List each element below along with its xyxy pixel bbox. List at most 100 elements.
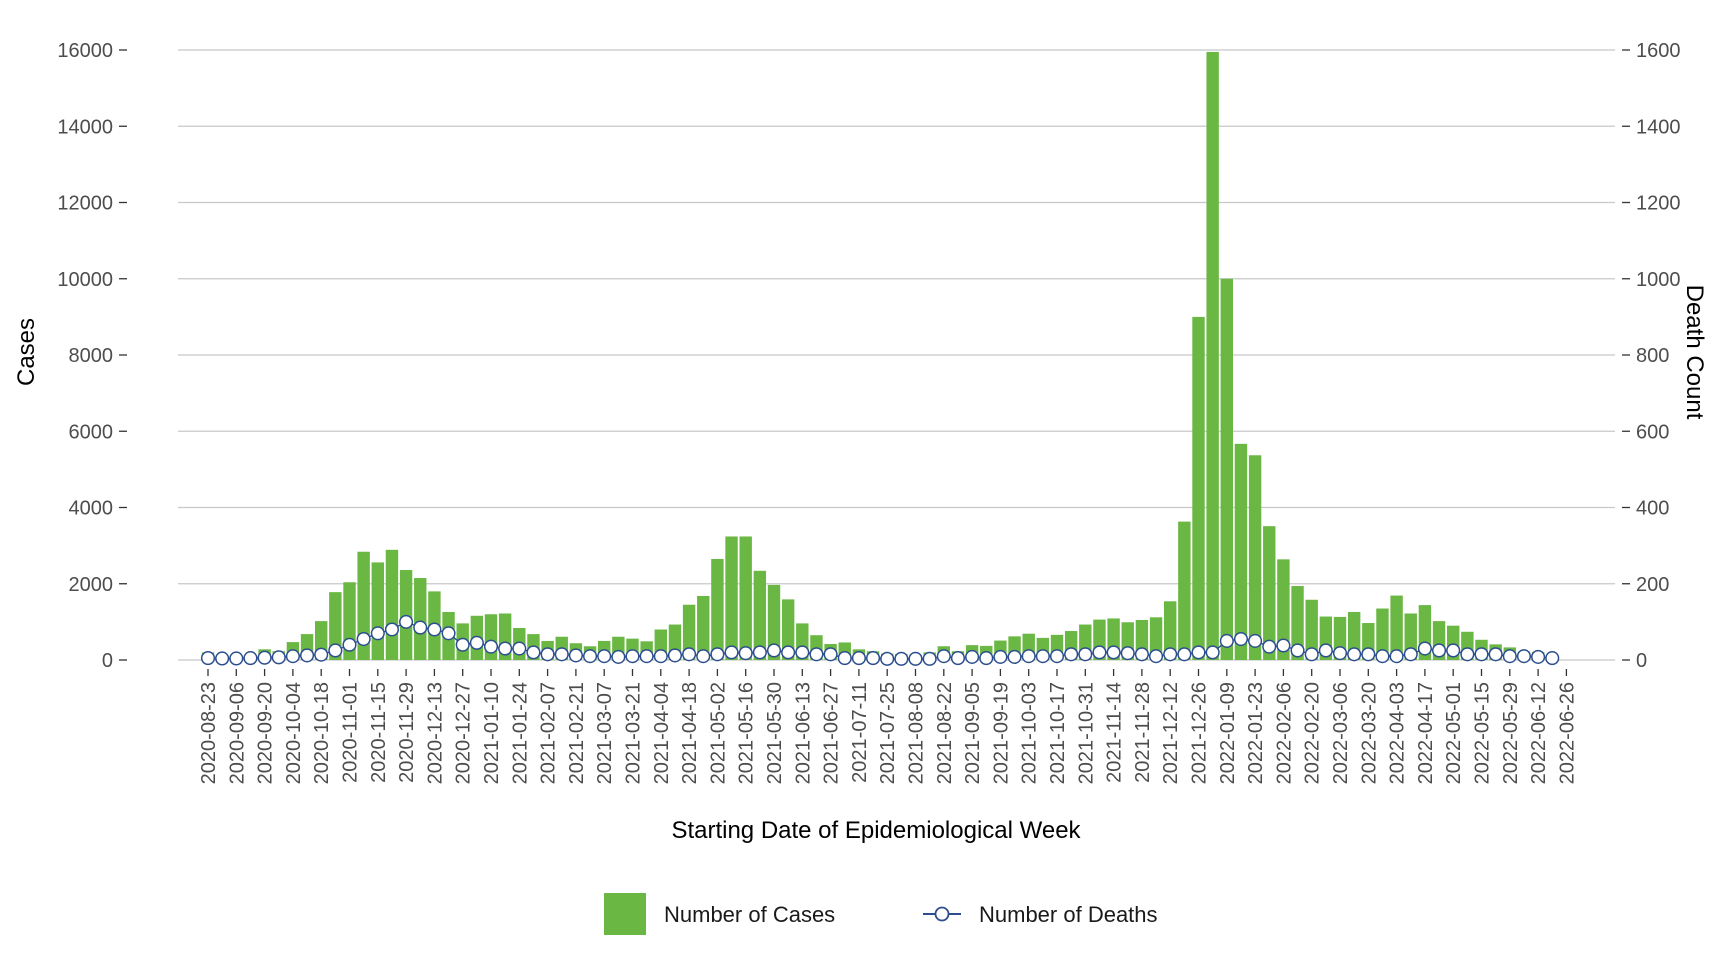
x-tick-label: 2022-03-20 <box>1358 682 1380 784</box>
deaths-point <box>1248 633 1263 648</box>
y-tick-label-right: 600 <box>1636 421 1669 443</box>
x-tick-label: 2022-03-06 <box>1330 682 1352 784</box>
right-axis: 0 200 400 600 800 1000 1200 1400 1600 <box>1622 40 1681 672</box>
left-axis: 0 2000 4000 6000 8000 10000 12000 14000 16000 <box>57 40 127 672</box>
deaths-point <box>625 649 640 664</box>
deaths-point <box>1361 647 1376 662</box>
cases-bar <box>682 604 696 660</box>
x-tick-label: 2020-12-13 <box>424 682 446 784</box>
y-tick-label-left: 0 <box>102 650 113 672</box>
deaths-point <box>200 651 216 666</box>
y-tick-label-right: 200 <box>1636 574 1669 596</box>
y-tick-label-right: 800 <box>1636 345 1669 367</box>
x-tick-label: 2022-06-12 <box>1528 682 1550 784</box>
deaths-point <box>1149 649 1164 664</box>
y-tick-label-right: 1600 <box>1636 40 1681 62</box>
deaths-point <box>752 645 767 660</box>
deaths-point <box>455 637 470 652</box>
cases-bar <box>1305 599 1318 660</box>
x-tick-label: 2021-04-18 <box>679 682 701 784</box>
legend: Number of Cases Number of Deaths <box>604 893 1158 935</box>
x-tick-label: 2020-10-18 <box>311 682 333 784</box>
deaths-point <box>724 645 739 660</box>
deaths-point <box>908 651 923 666</box>
x-tick-label: 2021-05-30 <box>764 682 786 784</box>
cases-bar <box>739 536 752 660</box>
legend-marker-deaths <box>934 906 950 922</box>
deaths-point <box>1106 645 1121 660</box>
deaths-point <box>1021 649 1036 664</box>
deaths-point <box>1446 643 1461 658</box>
deaths-point <box>1347 647 1362 662</box>
deaths-point <box>441 626 456 641</box>
cases-bar <box>1192 316 1205 661</box>
x-tick-label: 2022-04-17 <box>1415 682 1437 784</box>
y-tick-label-right: 0 <box>1636 650 1647 672</box>
x-tick-label: 2021-11-14 <box>1104 682 1126 783</box>
deaths-point <box>498 641 513 656</box>
deaths-point <box>936 649 951 664</box>
deaths-point <box>568 648 583 663</box>
deaths-point <box>866 651 881 666</box>
y-tick-label-right: 1200 <box>1636 193 1681 215</box>
x-tick-label: 2020-09-20 <box>255 682 277 784</box>
cases-bar <box>1220 278 1233 660</box>
x-tick-label: 2021-02-07 <box>538 682 560 784</box>
cases-bar <box>1248 455 1262 660</box>
deaths-point <box>851 651 866 666</box>
x-tick-label: 2021-03-07 <box>594 682 616 784</box>
x-tick-label: 2021-07-11 <box>849 682 871 783</box>
deaths-point <box>710 647 725 662</box>
deaths-point <box>809 647 824 662</box>
deaths-point <box>1516 649 1531 664</box>
cases-bar <box>371 562 384 660</box>
cases-bar <box>725 536 738 660</box>
deaths-point <box>469 635 484 650</box>
x-tick-label: 2020-11-15 <box>368 682 390 783</box>
deaths-point <box>328 643 343 658</box>
deaths-point <box>766 643 782 658</box>
deaths-point <box>738 646 753 661</box>
deaths-point <box>1545 651 1560 666</box>
deaths-point <box>399 614 414 629</box>
deaths-point <box>639 649 654 664</box>
deaths-point <box>837 651 852 666</box>
x-tick-label: 2021-01-10 <box>481 682 503 784</box>
deaths-points <box>200 614 1560 666</box>
deaths-point <box>1488 647 1503 662</box>
deaths-point <box>1375 649 1390 664</box>
deaths-point <box>1531 649 1546 665</box>
deaths-point <box>1318 643 1333 658</box>
legend-swatch-cases <box>604 893 646 935</box>
deaths-point <box>427 622 442 637</box>
legend-label-deaths: Number of Deaths <box>979 902 1158 927</box>
cases-bar <box>1390 595 1403 660</box>
deaths-point <box>483 639 499 654</box>
y-tick-label-left: 2000 <box>69 574 114 596</box>
deaths-point <box>696 649 711 664</box>
deaths-point <box>540 647 555 662</box>
x-tick-label: 2021-02-21 <box>566 682 588 784</box>
deaths-point <box>1332 646 1348 661</box>
x-tick-label: 2021-06-13 <box>792 682 814 784</box>
deaths-point <box>880 651 895 666</box>
cases-bar <box>1376 608 1389 660</box>
deaths-point <box>653 649 668 664</box>
x-tick-label: 2022-05-01 <box>1443 682 1465 784</box>
deaths-point <box>1064 647 1079 662</box>
x-tick-label: 2022-05-15 <box>1472 682 1494 784</box>
deaths-point <box>285 649 300 664</box>
y-tick-label-left: 14000 <box>57 116 113 138</box>
x-tick-label: 2021-09-05 <box>962 682 984 784</box>
y-tick-label-left: 8000 <box>69 345 114 367</box>
x-tick-label: 2021-12-26 <box>1189 682 1211 784</box>
y-tick-label-right: 1000 <box>1636 269 1681 291</box>
legend-label-cases: Number of Cases <box>664 902 835 927</box>
deaths-point <box>1389 649 1404 664</box>
x-tick-label: 2021-12-12 <box>1160 682 1182 784</box>
deaths-point <box>922 651 937 666</box>
x-tick-label: 2021-10-03 <box>1019 682 1041 784</box>
deaths-point <box>979 651 994 666</box>
cases-bar <box>781 599 795 660</box>
